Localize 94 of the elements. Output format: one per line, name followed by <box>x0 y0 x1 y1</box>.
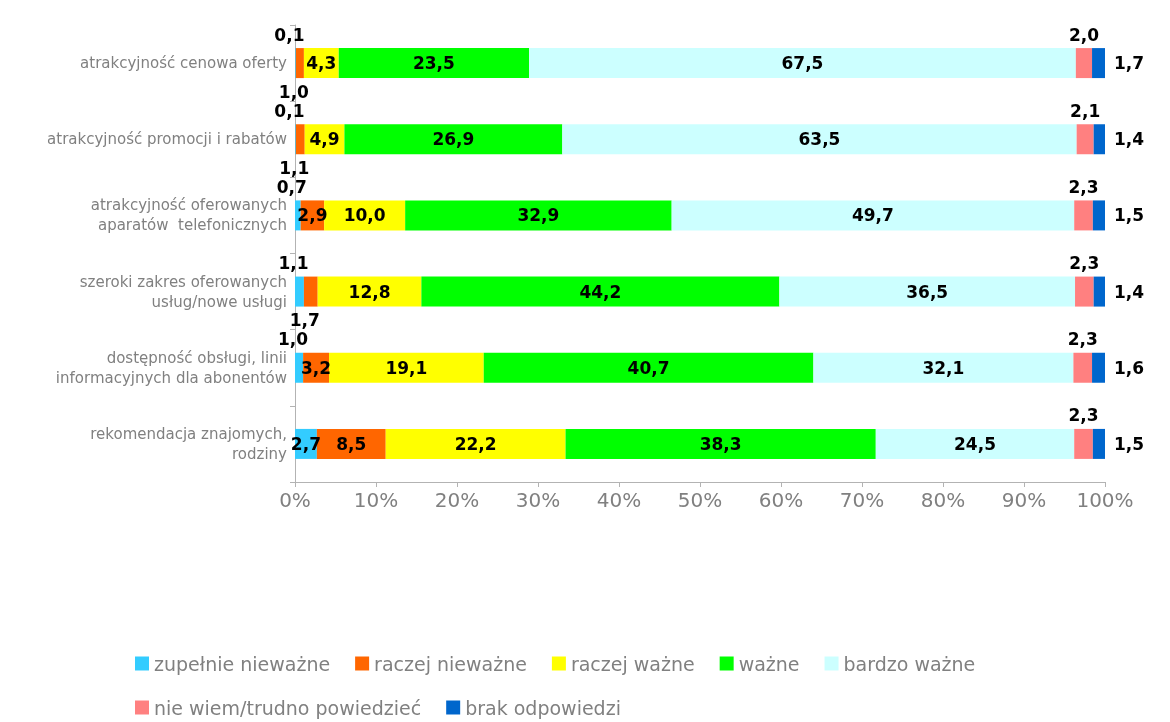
data-label: 2,3 <box>1068 176 1099 197</box>
bar <box>483 352 814 383</box>
legend-label: zupełnie nieważne <box>154 652 331 675</box>
data-label: 1,4 <box>1114 281 1145 302</box>
bar <box>1092 48 1105 79</box>
bar <box>405 200 672 231</box>
x-tick-label: 100% <box>1076 488 1134 512</box>
x-tick-label: 30% <box>515 488 561 512</box>
data-label: 4,3 <box>306 53 337 74</box>
data-label: 12,8 <box>348 281 391 302</box>
bar <box>295 48 304 79</box>
y-tick-label: dostępność obsługi, linii informacyjnych dla abonentów <box>55 348 287 387</box>
data-label: 0,7 <box>276 176 307 197</box>
bar <box>565 428 876 459</box>
data-label: 44,2 <box>579 281 622 302</box>
bar <box>1093 276 1105 307</box>
y-tick-label: atrakcyjność promocji i rabatów <box>47 130 287 149</box>
x-tick-label: 90% <box>1001 488 1047 512</box>
bar <box>813 352 1074 383</box>
legend-label: raczej ważne <box>570 652 695 675</box>
x-tick-label: 0% <box>279 488 311 512</box>
bar <box>529 48 1076 79</box>
bar <box>329 352 484 383</box>
data-label: 38,3 <box>699 433 742 454</box>
data-label: 2,1 <box>1070 100 1101 121</box>
legend-label: nie wiem/trudno powiedzieć <box>154 696 422 719</box>
data-label: 1,0 <box>277 329 309 350</box>
data-label: 8,5 <box>336 433 367 454</box>
data-label: 22,2 <box>454 433 497 454</box>
bar <box>875 428 1075 459</box>
bar <box>1075 48 1093 79</box>
bar <box>338 48 530 79</box>
data-label: 32,1 <box>922 357 965 378</box>
data-label: 1,0 <box>278 81 310 102</box>
x-tick-label: 70% <box>839 488 885 512</box>
data-label: 1,7 <box>289 310 320 331</box>
data-label: 36,5 <box>906 281 949 302</box>
data-label: 19,1 <box>385 357 428 378</box>
x-tick-label: 20% <box>434 488 480 512</box>
y-tick-label: rekomendacja znajomych, rodziny <box>90 424 288 463</box>
bar <box>1092 428 1105 459</box>
bar <box>1093 124 1105 155</box>
data-label: 1,4 <box>1114 129 1145 150</box>
data-label: 1,5 <box>1114 205 1145 226</box>
data-label: 67,5 <box>781 53 824 74</box>
legend-label: bardzo ważne <box>843 652 976 675</box>
data-label: 10,0 <box>343 205 386 226</box>
legend-label: ważne <box>738 652 800 675</box>
bar <box>295 276 304 307</box>
data-label: 2,3 <box>1068 405 1099 426</box>
bar <box>562 124 1077 155</box>
bar <box>1092 352 1105 383</box>
data-label: 2,3 <box>1069 253 1100 274</box>
bar <box>779 276 1076 307</box>
bar <box>1092 200 1105 231</box>
data-label: 2,0 <box>1068 24 1100 45</box>
x-tick-label: 60% <box>758 488 804 512</box>
bar <box>344 124 563 155</box>
bar <box>1074 200 1093 231</box>
bar <box>671 200 1075 231</box>
data-label: 63,5 <box>798 129 841 150</box>
data-label: 1,5 <box>1114 433 1145 454</box>
data-label: 49,7 <box>851 205 894 226</box>
data-label: 0,1 <box>274 100 305 121</box>
y-tick-label: atrakcyjność cenowa oferty <box>80 54 288 73</box>
legend-label: raczej nieważne <box>374 652 527 675</box>
x-tick-label: 40% <box>596 488 642 512</box>
y-tick-label: szeroki zakres oferowanych usług/nowe usługi <box>79 272 287 311</box>
bar <box>1075 276 1094 307</box>
data-label: 24,5 <box>954 433 996 454</box>
data-label: 2,3 <box>1067 329 1098 350</box>
bar <box>385 428 566 459</box>
bar <box>1074 428 1093 459</box>
data-label: 0,1 <box>274 24 305 45</box>
bar <box>295 124 305 155</box>
bar <box>295 352 304 383</box>
data-label: 1,7 <box>1114 53 1145 74</box>
data-label: 40,7 <box>627 357 670 378</box>
data-label: 1,6 <box>1114 357 1145 378</box>
x-tick-label: 50% <box>677 488 723 512</box>
legend-label: brak odpowiedzi <box>465 696 621 719</box>
data-label: 4,9 <box>309 129 340 150</box>
data-label: 1,1 <box>278 253 309 274</box>
data-label: 26,9 <box>432 129 475 150</box>
x-tick-label: 80% <box>920 488 966 512</box>
bar <box>1073 352 1093 383</box>
data-label: 32,9 <box>517 205 560 226</box>
bar <box>421 276 780 307</box>
x-tick-label: 10% <box>353 488 399 512</box>
data-label: 1,1 <box>279 157 310 178</box>
bar <box>1076 124 1094 155</box>
y-tick-label: atrakcyjność oferowanych aparatów telefonicznych <box>90 196 287 235</box>
bar <box>303 276 318 307</box>
data-label: 23,5 <box>412 53 455 74</box>
